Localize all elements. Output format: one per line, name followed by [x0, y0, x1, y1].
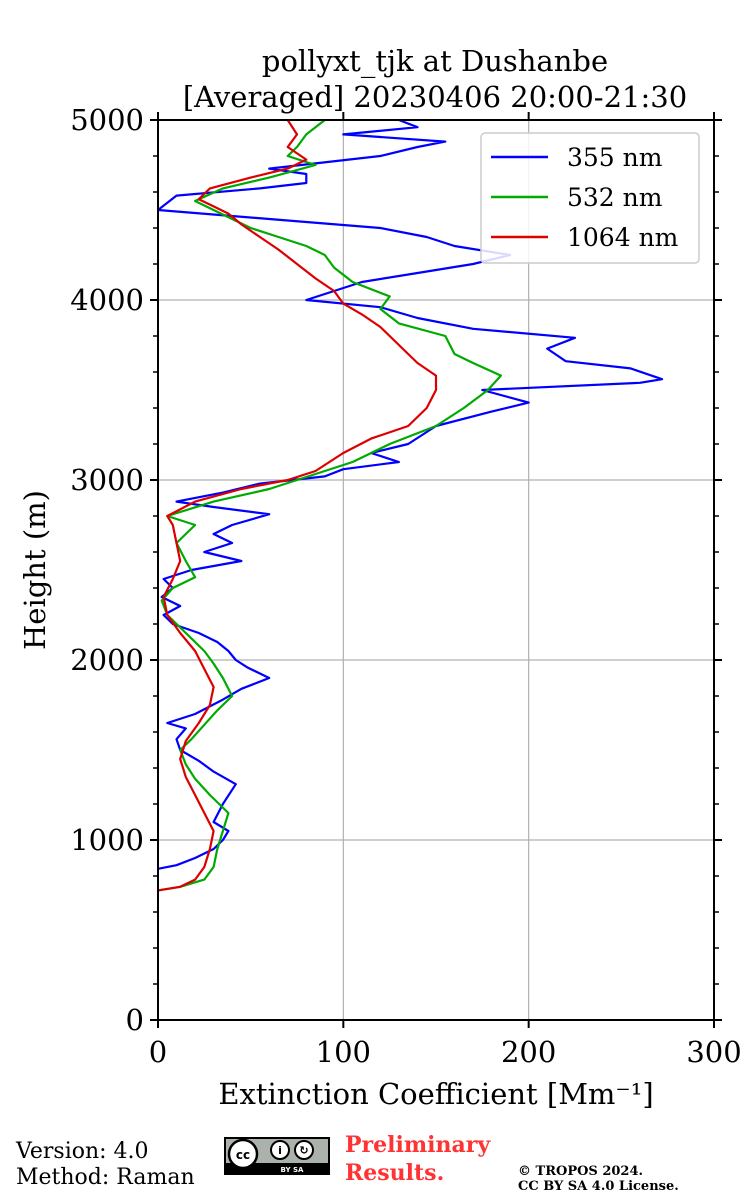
y-tick-label: 0 — [126, 1003, 144, 1037]
legend: 355 nm 532 nm 1064 nm — [480, 132, 700, 264]
x-tick-label: 100 — [316, 1035, 371, 1069]
y-axis-label: Height (m) — [18, 490, 52, 650]
series-line-532-nm — [157, 119, 502, 892]
y-tick-label: 3000 — [70, 463, 144, 497]
svg-text:i: i — [278, 1144, 282, 1157]
chart-title-line2: [Averaged] 20230406 20:00-21:30 — [182, 80, 688, 114]
version-method-info: Version: 4.0 Method: Raman — [16, 1139, 195, 1191]
cc-badge-text: BY SA — [281, 1166, 305, 1174]
x-tick-label: 0 — [149, 1035, 167, 1069]
y-tick-label: 5000 — [70, 103, 144, 137]
x-tick-label: 200 — [501, 1035, 556, 1069]
series-line-1064-nm — [157, 119, 438, 892]
preliminary-results-note: Preliminary Results. — [345, 1131, 490, 1187]
x-tick-label: 300 — [686, 1035, 741, 1069]
copyright-note: © TROPOS 2024. CC BY SA 4.0 License. — [518, 1164, 679, 1194]
series-lines — [156, 118, 664, 892]
copyright-line2: CC BY SA 4.0 License. — [518, 1179, 679, 1194]
preliminary-line1: Preliminary — [345, 1132, 491, 1158]
y-tick-label: 2000 — [70, 643, 144, 677]
svg-text:↻: ↻ — [299, 1144, 308, 1157]
legend-label: 1064 nm — [567, 223, 679, 252]
preliminary-line2: Results. — [345, 1160, 445, 1186]
plot-frame — [157, 119, 715, 1021]
axes: 0 100 200 300010002000300040005000Extinctio… — [18, 103, 742, 1111]
legend-label: 355 nm — [567, 143, 663, 172]
chart-title-line1: pollyxt_tjk at Dushanbe — [261, 44, 609, 78]
legend-box — [480, 132, 700, 264]
cc-by-sa-license-icon: cc i ↻ BY SA — [224, 1137, 330, 1175]
version-label: Version: 4.0 — [16, 1139, 149, 1164]
svg-text:cc: cc — [236, 1148, 250, 1162]
legend-label: 532 nm — [567, 183, 663, 212]
y-tick-label: 1000 — [70, 823, 144, 857]
method-label: Method: Raman — [16, 1165, 195, 1190]
grid-lines — [158, 120, 714, 1020]
series-line-355-nm — [156, 118, 664, 870]
y-tick-label: 4000 — [70, 283, 144, 317]
copyright-line1: © TROPOS 2024. — [518, 1164, 644, 1179]
x-axis-label: Extinction Coefficient [Mm⁻¹] — [218, 1077, 653, 1111]
extinction-profile-chart: 0 100 200 300010002000300040005000Extinctio… — [18, 103, 742, 1111]
